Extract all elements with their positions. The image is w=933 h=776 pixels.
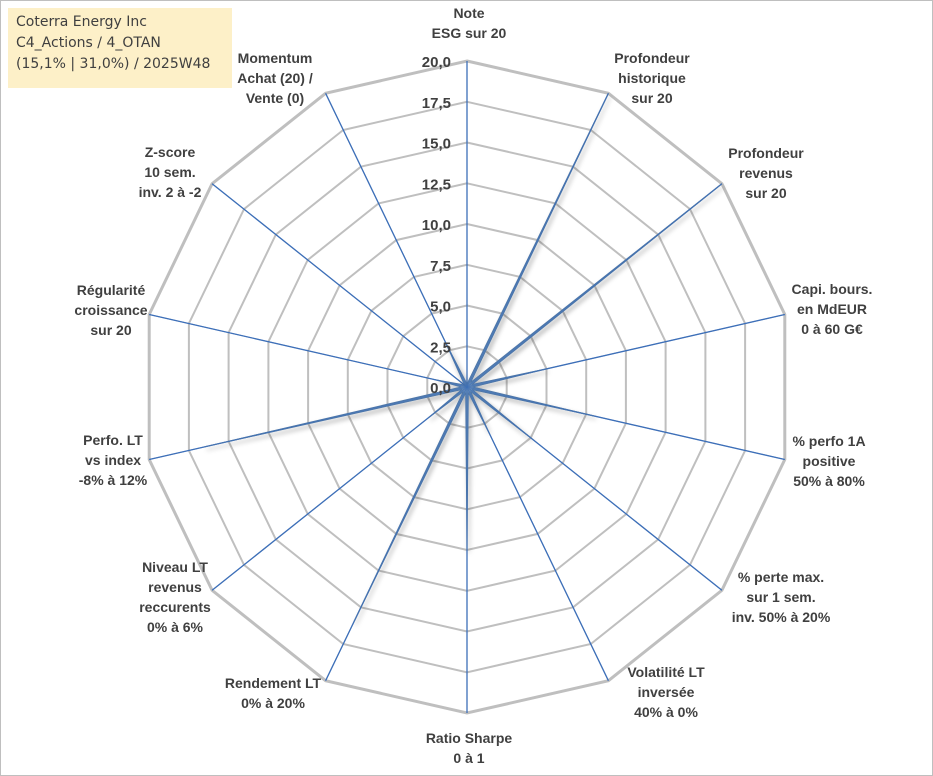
tick-label-6: 15,0 [422,136,451,153]
radar-spoke-overlay-4 [466,386,785,460]
radar-spoke-overlay-1 [466,93,609,388]
axis-label-3: Capi. bours. en MdEUR 0 à 60 G€ [792,281,873,337]
radar-spoke-overlay-5 [466,386,723,591]
axis-label-line: sur 1 sem. [746,589,815,605]
category-line: C4_Actions / 4_OTAN [16,35,161,51]
tick-label-2: 5,0 [430,299,451,316]
axis-label-line: 0 à 1 [453,750,484,766]
axis-label-line: 0% à 20% [241,695,305,711]
axis-label-0: Note ESG sur 20 [432,5,507,41]
axis-label-line: croissance [74,302,147,318]
axis-label-9: Niveau LT revenus reccurents 0% à 6% [139,559,211,635]
info-box: Coterra Energy Inc C4_Actions / 4_OTAN (… [8,8,232,88]
tick-label-0: 0,0 [430,380,451,397]
company-name: Coterra Energy Inc [16,14,147,30]
axis-label-4: % perfo 1A positive 50% à 80% [792,433,865,489]
axis-label-5: % perte max. sur 1 sem. inv. 50% à 20% [732,569,831,625]
axis-label-line: Achat (20) / [237,70,313,86]
axis-label-7: Ratio Sharpe 0 à 1 [426,730,513,766]
axis-label-line: % perte max. [738,569,824,585]
axis-label-line: historique [618,70,686,86]
axis-label-line: inv. 2 à -2 [139,184,202,200]
radar-spoke-overlay-13 [325,93,468,388]
axis-label-line: 50% à 80% [793,473,865,489]
axis-label-line: Ratio Sharpe [426,730,513,746]
radar-spoke-overlay-6 [466,386,609,681]
axis-label-line: Niveau LT [142,559,208,575]
radar-spoke-overlay-9 [211,386,468,591]
axis-label-line: positive [803,453,856,469]
axis-label-10: Perfo. LT vs index -8% à 12% [79,432,148,488]
stats-line: (15,1% | 31,0%) / 2025W48 [16,56,211,72]
tick-label-4: 10,0 [422,217,451,234]
axis-label-line: sur 20 [745,185,786,201]
tick-label-5: 12,5 [422,176,451,193]
axis-label-line: 0 à 60 G€ [801,321,863,337]
axis-label-8: Rendement LT 0% à 20% [225,675,322,711]
axis-label-line: Régularité [77,282,146,298]
axis-label-line: Profondeur [728,145,804,161]
radar-spoke-overlay-10 [149,386,468,460]
axis-label-line: reccurents [139,599,211,615]
axis-label-line: Volatilité LT [627,664,705,680]
axis-label-line: sur 20 [90,322,131,338]
axis-label-line: Profondeur [614,50,690,66]
axis-label-12: Z-score 10 sem. inv. 2 à -2 [139,144,202,200]
radar-spoke-overlay-3 [466,314,785,388]
tick-label-8: 20,0 [422,54,451,71]
axis-label-line: Note [453,5,484,21]
axis-label-13: Momentum Achat (20) / Vente (0) [237,50,313,106]
tick-label-1: 2,5 [430,339,451,356]
tick-label-7: 17,5 [422,95,451,112]
axis-label-line: en MdEUR [797,301,867,317]
radar-tick-labels: 0,0 2,5 5,0 7,5 10,0 12,5 15,0 17,5 20,0 [422,54,451,397]
radar-spoke-overlay-12 [211,183,468,388]
axis-label-line: 0% à 6% [147,619,204,635]
axis-label-11: Régularité croissance sur 20 [74,282,147,338]
axis-label-line: inversée [638,684,695,700]
axis-label-line: -8% à 12% [79,472,148,488]
axis-label-line: 10 sem. [144,164,195,180]
radar-series [149,61,785,713]
axis-label-line: vs index [85,452,141,468]
axis-label-line: revenus [148,579,202,595]
axis-label-6: Volatilité LT inversée 40% à 0% [627,664,705,720]
axis-label-1: Profondeur historique sur 20 [614,50,690,106]
axis-label-line: Momentum [238,50,313,66]
axis-label-line: Z-score [145,144,196,160]
tick-label-3: 7,5 [430,258,451,275]
axis-label-line: inv. 50% à 20% [732,609,831,625]
axis-label-line: Rendement LT [225,675,322,691]
radar-spoke-overlay-2 [466,183,723,388]
axis-label-line: Perfo. LT [83,432,143,448]
axis-label-line: sur 20 [631,90,672,106]
axis-label-line: revenus [739,165,793,181]
axis-label-line: % perfo 1A [792,433,865,449]
radar-axis-labels: Note ESG sur 20 Profondeur historique sur 20… [74,5,872,766]
axis-label-2: Profondeur revenus sur 20 [728,145,804,201]
axis-label-line: Capi. bours. [792,281,873,297]
axis-label-line: 40% à 0% [634,704,698,720]
radar-spoke-overlay-8 [325,386,468,681]
radar-spoke-overlay-11 [149,314,468,388]
axis-label-line: Vente (0) [246,90,304,106]
axis-label-line: ESG sur 20 [432,25,507,41]
